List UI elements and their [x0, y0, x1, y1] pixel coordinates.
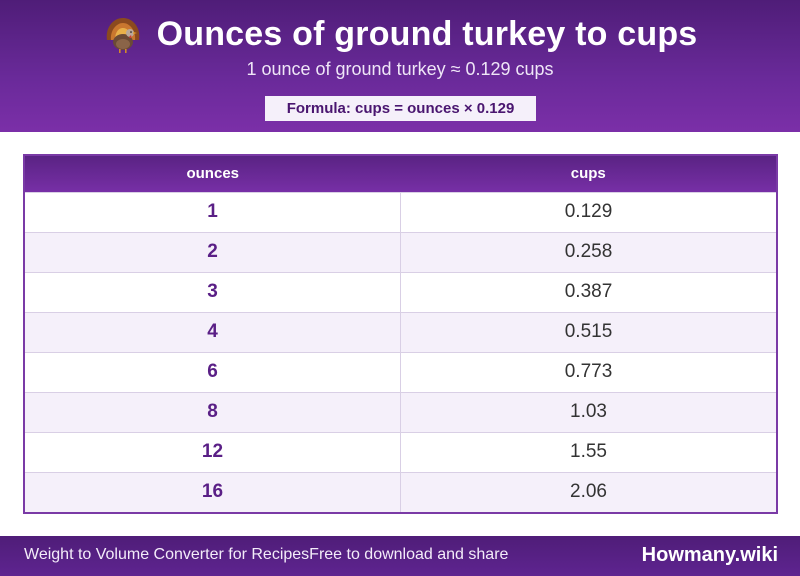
table-row: 6 0.773 — [25, 351, 776, 392]
conversion-table: ounces cups 1 0.129 2 0.258 3 0.387 4 0.… — [25, 156, 776, 512]
table-row: 16 2.06 — [25, 471, 776, 512]
formula-badge: Formula: cups = ounces × 0.129 — [265, 96, 536, 121]
ounces-cell: 12 — [25, 431, 401, 472]
ounces-cell: 8 — [25, 391, 401, 432]
table-row: 1 0.129 — [25, 191, 776, 232]
ounces-cell: 6 — [25, 351, 401, 392]
conversion-table-container: ounces cups 1 0.129 2 0.258 3 0.387 4 0.… — [23, 154, 778, 514]
table-row: 2 0.258 — [25, 231, 776, 272]
ounces-cell: 4 — [25, 311, 401, 352]
table-row: 4 0.515 — [25, 311, 776, 352]
footer-text: Weight to Volume Converter for RecipesFr… — [24, 546, 509, 563]
cups-cell: 0.773 — [400, 351, 776, 392]
page-footer: Weight to Volume Converter for RecipesFr… — [0, 536, 800, 576]
ounces-cell: 1 — [25, 191, 401, 232]
column-header-cups: cups — [400, 156, 776, 192]
cups-cell: 1.03 — [400, 391, 776, 432]
ounces-cell: 3 — [25, 271, 401, 312]
cups-cell: 0.515 — [400, 311, 776, 352]
brand-link[interactable]: Howmany.wiki — [641, 544, 778, 566]
page-subtitle: 1 ounce of ground turkey ≈ 0.129 cups — [246, 59, 554, 79]
cups-cell: 1.55 — [400, 431, 776, 472]
cups-cell: 0.129 — [400, 191, 776, 232]
table-row: 8 1.03 — [25, 391, 776, 432]
table-row: 12 1.55 — [25, 431, 776, 472]
column-header-ounces: ounces — [25, 156, 401, 192]
cups-cell: 2.06 — [400, 471, 776, 512]
cups-cell: 0.258 — [400, 231, 776, 272]
ounces-cell: 2 — [25, 231, 401, 272]
table-header-row: ounces cups — [25, 156, 776, 192]
turkey-icon — [103, 14, 143, 54]
table-row: 3 0.387 — [25, 271, 776, 312]
ounces-cell: 16 — [25, 471, 401, 512]
page-title: Ounces of ground turkey to cups — [156, 14, 698, 53]
page-header: Ounces of ground turkey to cups 1 ounce … — [0, 0, 800, 132]
title-row: Ounces of ground turkey to cups — [0, 12, 800, 56]
cups-cell: 0.387 — [400, 271, 776, 312]
